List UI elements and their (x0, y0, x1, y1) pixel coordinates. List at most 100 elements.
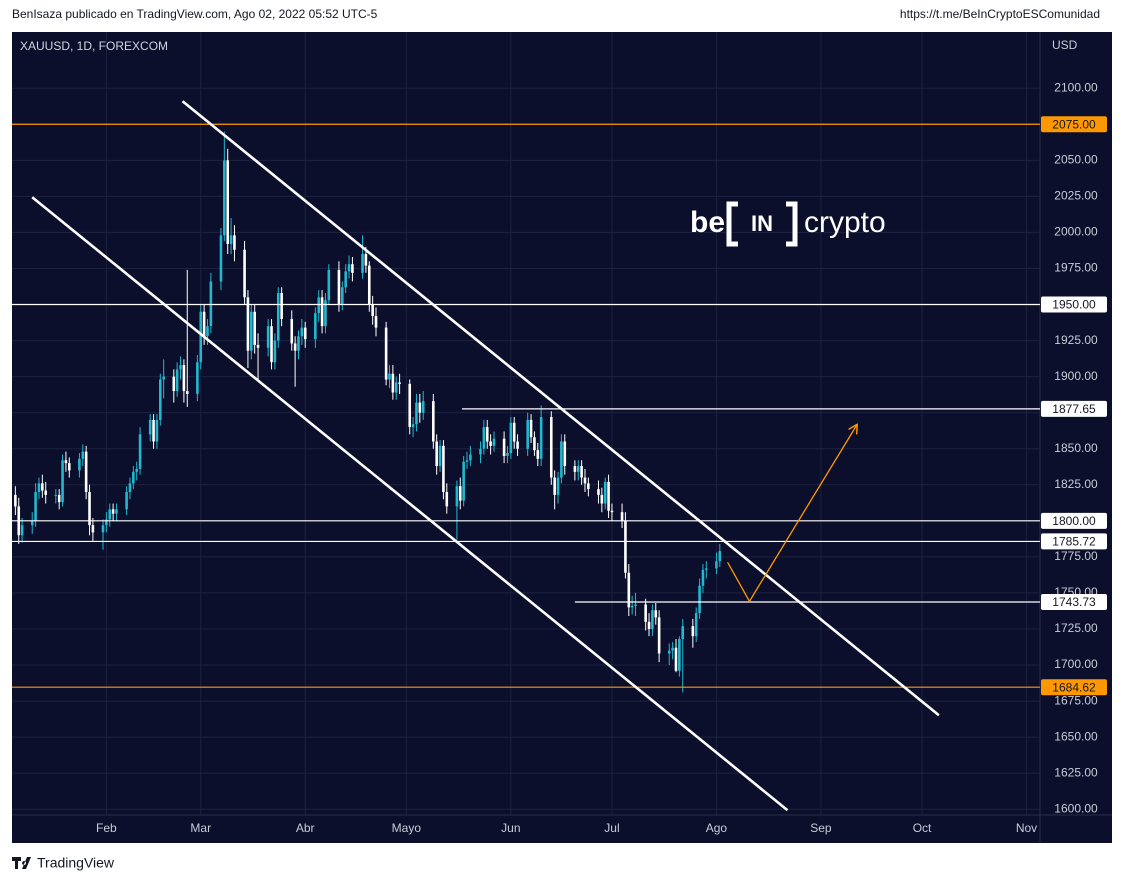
candle-body (37, 483, 41, 492)
candle-body (455, 486, 459, 507)
author-line: BenIsaza publicado en TradingView.com, A… (12, 7, 378, 21)
level-label-box (1041, 533, 1107, 550)
candle-body (506, 453, 509, 456)
candle-body (179, 365, 182, 370)
candle-body (303, 327, 307, 340)
candle-body (84, 451, 88, 492)
brand-logo (12, 857, 31, 869)
candle-body (600, 494, 604, 504)
y-tick-label: 1600.00 (1054, 801, 1098, 815)
link[interactable]: https://t.me/BeInCryptoESComunidad (900, 7, 1100, 21)
candle-body (698, 585, 701, 614)
candle-body (603, 481, 607, 504)
candle-body (14, 494, 17, 507)
candle-body (128, 483, 132, 492)
candle-body (701, 569, 705, 586)
candle-body (138, 434, 142, 469)
candle-body (634, 604, 637, 606)
candle-body (250, 311, 253, 351)
watermark-text: be (690, 206, 725, 239)
candle-body (115, 509, 118, 514)
candle-body (324, 300, 327, 327)
candle-body (243, 249, 246, 298)
candle-body (705, 568, 708, 570)
candle-body (78, 458, 81, 471)
candle-body (91, 525, 95, 533)
x-tick-label: Oct (913, 821, 932, 835)
candle-body (148, 419, 152, 435)
candle-body (54, 494, 58, 496)
y-tick-label: 1975.00 (1054, 261, 1098, 275)
candle-body (438, 445, 442, 467)
candle-body (421, 401, 425, 413)
y-tick-label: 1825.00 (1054, 477, 1098, 491)
candle-body (620, 512, 624, 521)
candle-body (20, 525, 24, 536)
candle-body (654, 610, 658, 618)
candle-body (418, 402, 422, 413)
candle-body (526, 419, 529, 449)
candle-body (276, 293, 280, 341)
candle-body (627, 572, 631, 608)
candle-body (162, 376, 165, 380)
candle-body (135, 468, 139, 472)
candle-body (132, 471, 135, 484)
level-label-box (1041, 116, 1107, 133)
y-tick-label: 1650.00 (1054, 729, 1098, 743)
candle-body (678, 639, 681, 671)
candle-body (101, 525, 105, 533)
level-label-box (1041, 400, 1107, 417)
candle-body (223, 160, 226, 236)
y-tick-label: 1925.00 (1054, 333, 1098, 347)
candle-body (691, 626, 695, 637)
x-tick-label: Abr (296, 821, 315, 835)
currency-label: USD (1052, 38, 1078, 52)
candle-body (206, 326, 209, 337)
candle-body (314, 313, 317, 340)
candle-body (583, 477, 587, 484)
x-tick-label: Nov (1016, 821, 1037, 835)
candle-body (533, 437, 536, 451)
y-tick-label: 2000.00 (1054, 225, 1098, 239)
candle-body (630, 605, 634, 608)
candle-body (644, 604, 647, 622)
candle-body (597, 489, 600, 495)
candle-body (320, 297, 324, 327)
candle-body (182, 365, 186, 392)
candle-body (30, 520, 34, 526)
y-tick-label: 1625.00 (1054, 765, 1098, 779)
candle-body (270, 326, 273, 363)
level-label: 1785.72 (1052, 535, 1096, 549)
y-tick-label: 1725.00 (1054, 621, 1098, 635)
candle-body (229, 235, 233, 244)
candle-body (175, 369, 179, 392)
candle-body (465, 460, 469, 462)
candle-body (492, 438, 496, 446)
y-tick-label: 1700.00 (1054, 657, 1098, 671)
candle-body (290, 318, 294, 344)
candle-body (529, 419, 533, 438)
watermark-bracket (726, 201, 798, 247)
candle-body (367, 265, 371, 305)
candle-body (202, 311, 206, 337)
candle-body (502, 438, 506, 456)
level-label: 1743.73 (1052, 595, 1096, 609)
candle-body (155, 419, 159, 442)
candle-body (556, 477, 560, 495)
candle-body (185, 391, 189, 394)
level-label: 1877.65 (1052, 402, 1096, 416)
candle-body (280, 293, 283, 319)
candle-body (512, 422, 516, 442)
y-tick-label: 1775.00 (1054, 549, 1098, 563)
candle-body (657, 617, 661, 654)
candle-body (64, 460, 68, 464)
level-label-box (1041, 296, 1107, 313)
candle-body (105, 519, 108, 526)
candle-body (172, 376, 176, 392)
candle-body (317, 297, 321, 314)
candle-body (432, 401, 435, 442)
candle-body (351, 264, 354, 273)
level-label-box (1041, 679, 1107, 696)
level-label: 1684.62 (1052, 680, 1096, 694)
candle-body (482, 427, 486, 449)
